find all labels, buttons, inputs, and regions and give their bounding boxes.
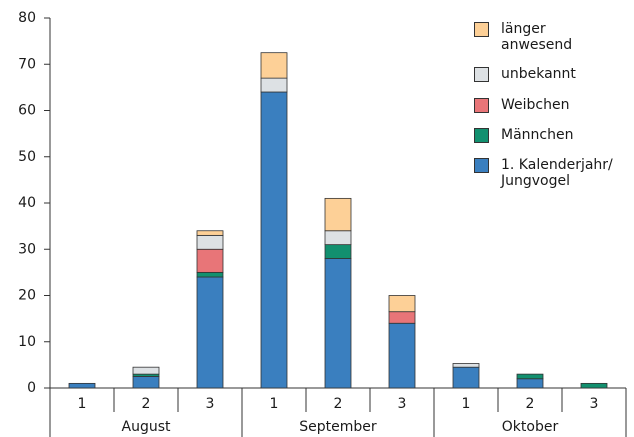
legend-label: unbekannt [501,66,576,82]
x-tick-label: 1 [462,396,471,412]
y-tick-label: 0 [27,380,36,396]
y-tick-label: 20 [18,288,36,304]
x-tick-label: 2 [334,396,343,412]
group-label: August [122,419,172,435]
bar-segment [324,258,352,389]
bar-segment [260,52,288,79]
y-tick-label: 40 [18,195,36,211]
y-tick-label: 50 [18,149,36,165]
bar-segment [260,77,288,93]
bar-segment [196,248,224,273]
legend-swatch [474,98,489,113]
bar-segment [196,276,224,389]
bar-segment [196,234,224,250]
x-tick-label: 3 [398,396,407,412]
legend-label: länger anwesend [501,21,573,53]
bar-segment [324,230,352,246]
bar-segment [132,366,160,375]
bar-segment [196,230,224,236]
bar-segment [516,378,544,389]
legend-item: unbekannt [474,66,576,82]
bar-segment [388,295,416,313]
legend-label: Männchen [501,127,574,143]
x-tick-label: 1 [270,396,279,412]
group-label: Oktober [502,419,559,435]
bar-segment [452,363,480,368]
bar-segment [388,311,416,324]
y-tick-label: 30 [18,241,36,257]
legend-swatch [474,67,489,82]
y-tick-label: 60 [18,103,36,119]
bar-segment [452,366,480,389]
bar-segment [260,91,288,389]
legend-item: Männchen [474,127,573,143]
legend-swatch [474,158,489,173]
bar-segment [516,373,544,380]
bar-segment [68,382,96,389]
legend-swatch [474,22,489,37]
x-tick-label: 2 [526,396,535,412]
x-tick-label: 3 [590,396,599,412]
y-tick-label: 80 [18,10,36,26]
group-label: September [299,419,377,435]
x-tick-label: 1 [78,396,87,412]
x-tick-label: 2 [142,396,151,412]
legend-item: länger anwesend [474,21,572,53]
bar-segment [388,322,416,389]
legend-label: 1. Kalenderjahr/ Jungvogel [501,157,613,189]
legend-swatch [474,128,489,143]
bar-segment [196,271,224,278]
bar-segment [324,197,352,232]
legend-item: Weibchen [474,97,569,113]
bar-segment [324,244,352,259]
bar-segment [132,376,160,389]
y-tick-label: 70 [18,56,36,72]
x-tick-label: 3 [206,396,215,412]
legend-item: 1. Kalenderjahr/ Jungvogel [474,157,613,189]
legend-label: Weibchen [501,97,570,113]
bar-segment [580,382,608,389]
y-tick-label: 10 [18,334,36,350]
